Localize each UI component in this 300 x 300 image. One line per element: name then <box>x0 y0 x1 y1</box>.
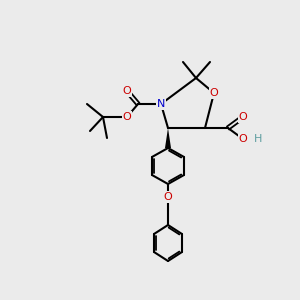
Text: O: O <box>238 134 247 144</box>
Text: N: N <box>157 99 165 109</box>
Text: O: O <box>210 88 218 98</box>
Text: O: O <box>238 112 247 122</box>
Text: H: H <box>254 134 262 144</box>
Text: O: O <box>164 192 172 202</box>
Text: O: O <box>123 86 131 96</box>
Text: O: O <box>123 112 131 122</box>
Polygon shape <box>165 128 171 148</box>
